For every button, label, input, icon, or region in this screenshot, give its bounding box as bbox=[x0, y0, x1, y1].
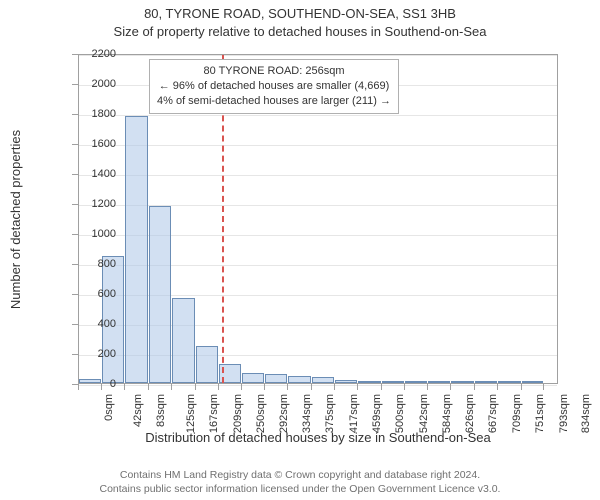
annotation-line: ← 96% of detached houses are smaller (4,… bbox=[157, 79, 391, 94]
annotation-line: 80 TYRONE ROAD: 256sqm bbox=[157, 64, 391, 79]
x-tick-label: 626sqm bbox=[465, 394, 477, 433]
x-tick-mark bbox=[404, 384, 405, 390]
y-tick-label: 2200 bbox=[76, 48, 116, 60]
histogram-bar bbox=[149, 206, 171, 383]
attribution-footer: Contains HM Land Registry data © Crown c… bbox=[0, 468, 600, 496]
x-tick-mark bbox=[311, 384, 312, 390]
y-tick-label: 1000 bbox=[76, 228, 116, 240]
histogram-bar bbox=[125, 116, 147, 383]
footer-line-1: Contains HM Land Registry data © Crown c… bbox=[0, 468, 600, 482]
histogram-bar bbox=[312, 377, 334, 383]
chart-subtitle: Size of property relative to detached ho… bbox=[0, 24, 600, 39]
x-tick-mark bbox=[195, 384, 196, 390]
gridline bbox=[79, 385, 557, 386]
x-tick-mark bbox=[543, 384, 544, 390]
gridline bbox=[79, 175, 557, 176]
y-tick-label: 2000 bbox=[76, 78, 116, 90]
x-tick-label: 793sqm bbox=[558, 394, 570, 433]
x-tick-label: 250sqm bbox=[255, 394, 267, 433]
histogram-bar bbox=[196, 346, 218, 384]
histogram-bar bbox=[242, 373, 264, 384]
histogram-bar bbox=[451, 381, 473, 383]
x-tick-mark bbox=[450, 384, 451, 390]
y-tick-mark bbox=[72, 174, 78, 175]
histogram-plot-area: 80 TYRONE ROAD: 256sqm← 96% of detached … bbox=[78, 54, 558, 384]
x-tick-mark bbox=[101, 384, 102, 390]
y-tick-label: 800 bbox=[76, 258, 116, 270]
x-tick-mark bbox=[381, 384, 382, 390]
x-tick-label: 667sqm bbox=[487, 394, 499, 433]
x-tick-label: 751sqm bbox=[534, 394, 546, 433]
x-tick-mark bbox=[521, 384, 522, 390]
address-title: 80, TYRONE ROAD, SOUTHEND-ON-SEA, SS1 3H… bbox=[0, 6, 600, 21]
y-tick-label: 200 bbox=[76, 348, 116, 360]
histogram-bar bbox=[522, 381, 544, 383]
x-tick-label: 167sqm bbox=[208, 394, 220, 433]
x-tick-mark bbox=[218, 384, 219, 390]
histogram-bar bbox=[498, 381, 520, 383]
y-tick-mark bbox=[72, 84, 78, 85]
histogram-bar bbox=[358, 381, 380, 383]
histogram-bar bbox=[288, 376, 310, 384]
x-tick-label: 125sqm bbox=[185, 394, 197, 433]
y-tick-mark bbox=[72, 354, 78, 355]
histogram-bar bbox=[335, 380, 357, 383]
x-tick-label: 292sqm bbox=[278, 394, 290, 433]
y-tick-mark bbox=[72, 294, 78, 295]
y-tick-label: 1600 bbox=[76, 138, 116, 150]
histogram-bar bbox=[265, 374, 287, 383]
histogram-bar bbox=[172, 298, 194, 384]
x-axis-label: Distribution of detached houses by size … bbox=[78, 430, 558, 445]
x-tick-mark bbox=[171, 384, 172, 390]
gridline bbox=[79, 115, 557, 116]
x-tick-label: 709sqm bbox=[511, 394, 523, 433]
y-tick-mark bbox=[72, 204, 78, 205]
x-tick-mark bbox=[357, 384, 358, 390]
annotation-box: 80 TYRONE ROAD: 256sqm← 96% of detached … bbox=[149, 59, 399, 114]
x-tick-mark bbox=[474, 384, 475, 390]
gridline bbox=[79, 145, 557, 146]
x-tick-mark bbox=[427, 384, 428, 390]
histogram-bar bbox=[428, 381, 450, 383]
y-tick-label: 1800 bbox=[76, 108, 116, 120]
x-tick-mark bbox=[497, 384, 498, 390]
x-tick-label: 542sqm bbox=[418, 394, 430, 433]
annotation-line: 4% of semi-detached houses are larger (2… bbox=[157, 94, 391, 109]
x-tick-label: 584sqm bbox=[441, 394, 453, 433]
footer-line-2: Contains public sector information licen… bbox=[0, 482, 600, 496]
y-tick-label: 1200 bbox=[76, 198, 116, 210]
x-tick-mark bbox=[241, 384, 242, 390]
y-tick-mark bbox=[72, 54, 78, 55]
y-tick-mark bbox=[72, 234, 78, 235]
x-tick-mark bbox=[264, 384, 265, 390]
histogram-bar bbox=[382, 381, 404, 383]
x-tick-label: 417sqm bbox=[348, 394, 360, 433]
x-tick-label: 459sqm bbox=[371, 394, 383, 433]
y-tick-mark bbox=[72, 324, 78, 325]
y-tick-label: 600 bbox=[76, 288, 116, 300]
x-tick-mark bbox=[334, 384, 335, 390]
y-tick-label: 400 bbox=[76, 318, 116, 330]
y-tick-mark bbox=[72, 144, 78, 145]
y-tick-mark bbox=[72, 114, 78, 115]
x-tick-label: 834sqm bbox=[581, 394, 593, 433]
y-tick-mark bbox=[72, 264, 78, 265]
x-tick-mark bbox=[148, 384, 149, 390]
x-tick-label: 334sqm bbox=[302, 394, 314, 433]
histogram-bar bbox=[475, 381, 497, 383]
x-tick-label: 375sqm bbox=[324, 394, 336, 433]
x-tick-label: 500sqm bbox=[394, 394, 406, 433]
histogram-bar bbox=[405, 381, 427, 383]
y-tick-label: 0 bbox=[76, 378, 116, 390]
x-tick-mark bbox=[78, 384, 79, 390]
y-tick-label: 1400 bbox=[76, 168, 116, 180]
x-tick-label: 209sqm bbox=[232, 394, 244, 433]
y-axis-label: Number of detached properties bbox=[6, 54, 26, 384]
gridline bbox=[79, 55, 557, 56]
x-tick-mark bbox=[124, 384, 125, 390]
x-tick-mark bbox=[287, 384, 288, 390]
x-tick-label: 0sqm bbox=[103, 394, 115, 421]
x-tick-label: 42sqm bbox=[132, 394, 144, 427]
x-tick-label: 83sqm bbox=[155, 394, 167, 427]
